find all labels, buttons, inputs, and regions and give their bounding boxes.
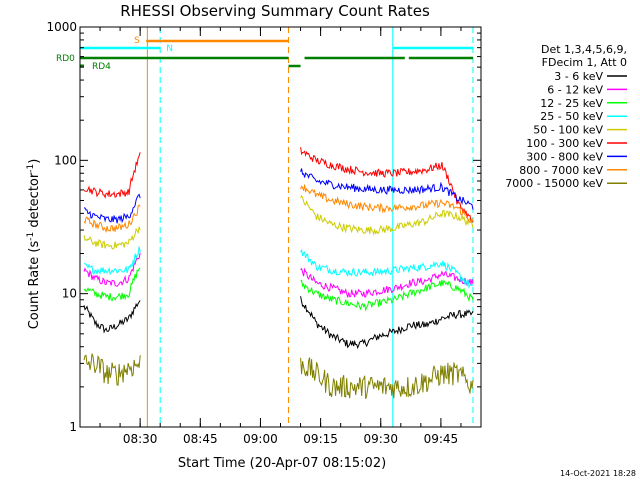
date-stamp: 14-Oct-2021 18:28 xyxy=(560,469,636,478)
x-tick-label-2: 09:00 xyxy=(243,432,278,446)
series-2-post xyxy=(300,279,474,312)
series-4-post xyxy=(300,194,474,236)
y-axis-label-sup1: -1 xyxy=(26,232,36,241)
series-5-post xyxy=(300,147,474,223)
series-5-pre xyxy=(83,152,141,199)
y-tick-label-1: 10 xyxy=(62,287,77,301)
legend-label-2: 12 - 25 keV xyxy=(540,97,603,110)
x-tick-label-1: 08:45 xyxy=(183,432,218,446)
series-6-pre xyxy=(83,193,141,224)
y-axis-label-mid: detector xyxy=(27,172,42,232)
flag-label-rd0: RD0 xyxy=(56,54,75,64)
chart-title: RHESSI Observing Summary Count Rates xyxy=(120,2,430,20)
flag-label-rd4: RD4 xyxy=(92,62,111,72)
series-2-pre xyxy=(83,267,141,302)
legend-label-8: 7000 - 15000 keV xyxy=(505,177,603,190)
y-axis-label: Count Rate (s-1 detector-1) xyxy=(26,159,42,330)
series-8-post xyxy=(300,357,474,399)
y-axis-label-end: ) xyxy=(27,159,42,164)
x-tick-label-4: 09:30 xyxy=(363,432,398,446)
legend-header-fdecim: FDecim 1, Att 0 xyxy=(542,56,627,69)
y-axis-label-sup2: -1 xyxy=(26,164,36,173)
x-axis-label: Start Time (20-Apr-07 08:15:02) xyxy=(178,456,386,471)
series-0-post xyxy=(300,296,474,350)
legend-label-7: 800 - 7000 keV xyxy=(519,164,603,177)
series-3-post xyxy=(300,248,474,289)
series-1-pre xyxy=(83,252,141,288)
flag-label-n: N xyxy=(166,44,173,54)
legend: Det 1,3,4,5,6,9, FDecim 1, Att 0 3 - 6 k… xyxy=(505,43,627,190)
legend-label-0: 3 - 6 keV xyxy=(554,70,603,83)
series-7-post xyxy=(300,184,474,224)
x-tick-label-3: 09:15 xyxy=(303,432,338,446)
y-tick-label-2: 100 xyxy=(54,153,77,167)
y-tick-label-0: 1 xyxy=(69,420,77,434)
series-1-post xyxy=(300,267,474,298)
series-0-pre xyxy=(83,300,141,334)
legend-label-1: 6 - 12 keV xyxy=(547,83,603,96)
legend-header-detectors: Det 1,3,4,5,6,9, xyxy=(541,43,627,56)
legend-label-4: 50 - 100 keV xyxy=(533,124,603,137)
y-axis-label-main: Count Rate (s xyxy=(27,241,42,330)
axes-frame xyxy=(79,26,482,428)
series-4-pre xyxy=(83,226,141,250)
x-tick-label-0: 08:30 xyxy=(123,432,158,446)
series-7-pre xyxy=(83,204,141,234)
legend-label-3: 25 - 50 keV xyxy=(540,110,603,123)
series-8-pre xyxy=(83,353,141,386)
x-tick-label-5: 09:45 xyxy=(424,432,459,446)
y-tick-label-3: 1000 xyxy=(46,20,77,34)
series-3-pre xyxy=(83,246,141,276)
flag-label-s: S xyxy=(134,36,140,46)
axes: 1 10 100 1000 08:30 08:45 09:00 09:15 09:30 09:45 xyxy=(46,20,482,446)
series-6-post xyxy=(300,168,474,210)
legend-label-5: 100 - 300 keV xyxy=(526,137,603,150)
plot-area: S N RD0 RD4 xyxy=(56,27,474,427)
legend-label-6: 300 - 800 keV xyxy=(526,150,603,163)
